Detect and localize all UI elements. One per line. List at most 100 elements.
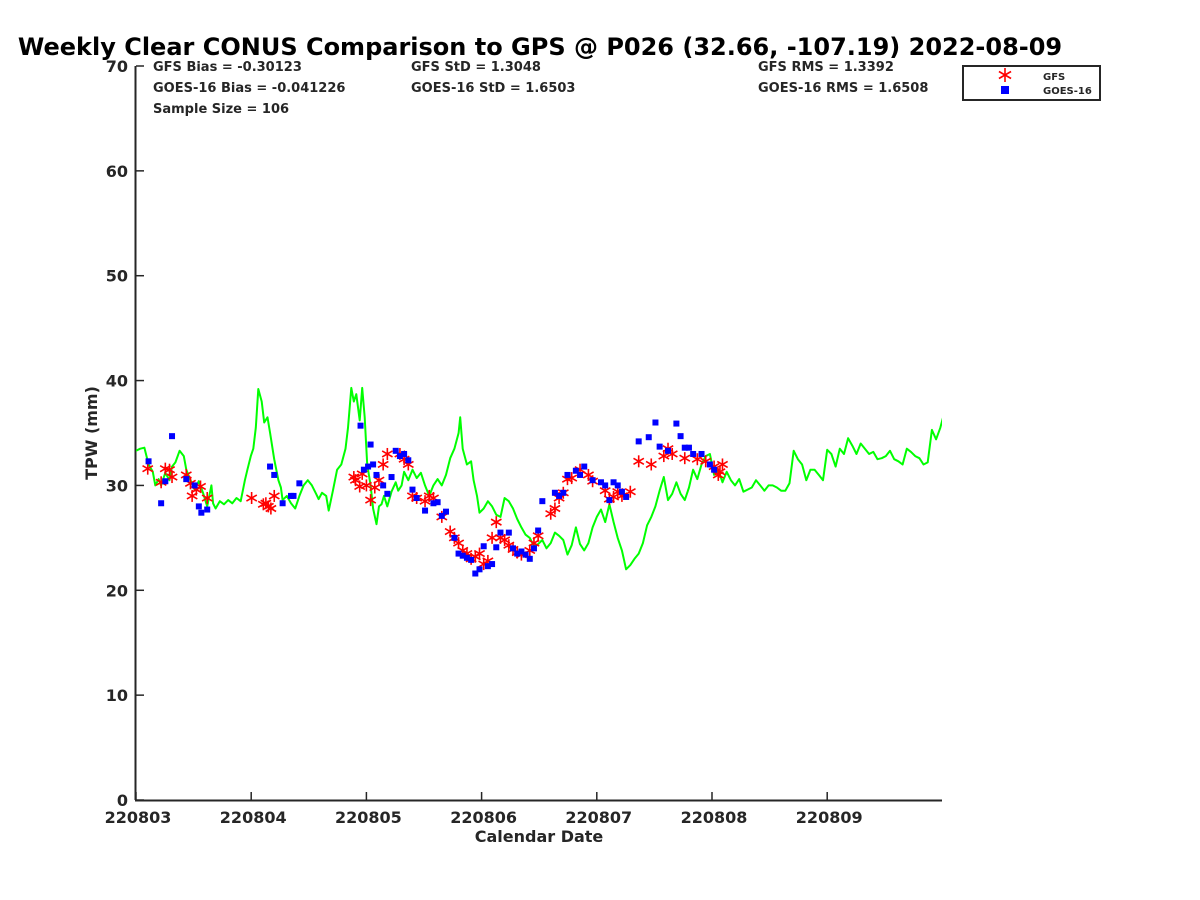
y-tick-label: 20 (106, 581, 128, 600)
asterisk-stroke (633, 457, 645, 466)
asterisk-stroke (201, 494, 213, 502)
goes-point (409, 486, 416, 493)
asterisk-stroke (582, 471, 595, 479)
goes-point (526, 555, 533, 562)
goes-point (635, 438, 642, 445)
gfs-point (377, 458, 389, 471)
goes-point (706, 461, 713, 468)
legend-gfs-label: GFS (1043, 72, 1065, 83)
goes-point (497, 529, 504, 536)
goes-point (434, 499, 441, 506)
x-tick-label: 220808 (681, 808, 748, 827)
gfs-point (645, 458, 657, 471)
x-axis-label: Calendar Date (475, 827, 604, 846)
goes-point (365, 463, 372, 470)
gfs-point (142, 462, 154, 475)
goes-point (422, 507, 429, 514)
legend-gfs-marker (998, 68, 1012, 82)
goes-point (530, 545, 537, 552)
gfs-point (201, 492, 213, 505)
asterisk-stroke (180, 471, 192, 479)
goes-point (468, 556, 475, 563)
goes-point (606, 497, 613, 504)
goes-point (290, 492, 297, 499)
goes-point (158, 500, 165, 507)
asterisk-stroke (268, 492, 280, 500)
goes-point (296, 480, 303, 487)
x-ticks: 220803 220804 220805 220806 220807 220808 2208… (105, 792, 863, 827)
asterisk-stroke (998, 70, 1012, 80)
gps-series-line (136, 386, 942, 571)
asterisk-stroke (166, 473, 178, 481)
goes-point (388, 474, 395, 481)
asterisk-stroke (246, 494, 258, 502)
asterisk-stroke (532, 532, 544, 540)
gfs-point (624, 485, 636, 498)
goes-point (551, 489, 558, 496)
y-tick-label: 0 (117, 791, 128, 810)
x-tick-label: 220804 (220, 808, 287, 827)
x-tick-label: 220803 (105, 808, 172, 827)
asterisk-stroke (194, 482, 207, 491)
gfs-point (268, 489, 280, 502)
goes-rms-text: GOES-16 RMS = 1.6508 (758, 81, 928, 96)
goes-point (442, 508, 449, 515)
goes-point (145, 458, 152, 465)
goes-point (204, 506, 211, 513)
asterisk-stroke (716, 460, 729, 469)
goes-point (677, 433, 684, 440)
goes-point (367, 441, 374, 448)
goes-std-text: GOES-16 StD = 1.6503 (411, 81, 575, 96)
goes-point (357, 422, 364, 429)
goes-point (396, 453, 403, 460)
goes-point (564, 471, 571, 478)
sample-size-text: Sample Size = 106 (153, 102, 289, 117)
x-tick-label: 220809 (796, 808, 863, 827)
goes-point (535, 527, 542, 534)
goes-point (162, 478, 169, 485)
asterisk-stroke (349, 476, 362, 484)
asterisk-stroke (708, 462, 720, 471)
asterisk-stroke (473, 549, 486, 558)
goes-point (493, 544, 500, 551)
goes-point (602, 482, 609, 489)
gfs-point (691, 453, 703, 466)
legend-square (1001, 86, 1009, 94)
asterisk-stroke (452, 539, 465, 547)
goes-point (459, 552, 466, 559)
asterisk-stroke (549, 504, 561, 513)
gfs-point (679, 452, 691, 465)
goes-point (463, 554, 470, 561)
legend-box (962, 65, 1101, 101)
asterisk-stroke (427, 494, 440, 502)
asterisk-stroke (624, 488, 636, 496)
legend-goes-marker (1001, 86, 1009, 94)
goes-point (572, 467, 579, 474)
goes-point (656, 443, 663, 450)
goes-point (198, 509, 205, 516)
gfs-point (246, 492, 258, 505)
goes-point (279, 500, 286, 507)
axes (134, 66, 942, 802)
gfs-bias-text: GFS Bias = -0.30123 (153, 60, 302, 75)
asterisk-stroke (348, 473, 360, 481)
gfs-std-text: GFS StD = 1.3048 (411, 60, 541, 75)
gfs-rms-text: GFS RMS = 1.3392 (758, 60, 894, 75)
asterisk-stroke (599, 486, 611, 495)
goes-point (267, 463, 274, 470)
goes-point (510, 545, 517, 552)
goes-point (380, 482, 387, 489)
legend-asterisk (998, 68, 1012, 82)
plot-area (136, 386, 942, 577)
asterisk-stroke (482, 557, 494, 565)
legend-goes-label: GOES-16 (1043, 86, 1092, 97)
goes-point (489, 561, 496, 568)
y-tick-label: 70 (106, 57, 128, 76)
gfs-point (549, 502, 561, 515)
goes-point (484, 563, 491, 570)
goes-point (581, 463, 588, 470)
goes-point (169, 433, 176, 440)
goes-point (370, 461, 377, 468)
asterisk-stroke (503, 541, 515, 549)
goes-point (413, 495, 420, 502)
